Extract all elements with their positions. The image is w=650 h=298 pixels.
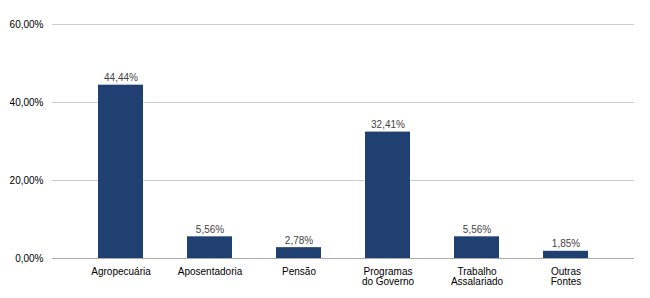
- svg-text:5,56%: 5,56%: [196, 224, 224, 235]
- svg-text:40,00%: 40,00%: [10, 97, 44, 108]
- svg-text:5,56%: 5,56%: [463, 224, 491, 235]
- svg-text:OutrasFontes: OutrasFontes: [551, 266, 582, 287]
- svg-text:0,00%: 0,00%: [15, 253, 43, 264]
- svg-text:60,00%: 60,00%: [10, 19, 44, 30]
- svg-text:44,44%: 44,44%: [104, 72, 138, 83]
- svg-text:1,85%: 1,85%: [552, 238, 580, 249]
- svg-text:Agropecuária: Agropecuária: [91, 266, 151, 277]
- svg-text:2,78%: 2,78%: [285, 235, 313, 246]
- svg-text:Aposentadoria: Aposentadoria: [178, 266, 243, 277]
- svg-text:Pensão: Pensão: [282, 266, 316, 277]
- svg-text:20,00%: 20,00%: [10, 175, 44, 186]
- svg-text:TrabalhoAssalariado: TrabalhoAssalariado: [451, 266, 504, 287]
- svg-text:Programasdo Governo: Programasdo Governo: [362, 266, 415, 287]
- svg-text:32,41%: 32,41%: [371, 119, 405, 130]
